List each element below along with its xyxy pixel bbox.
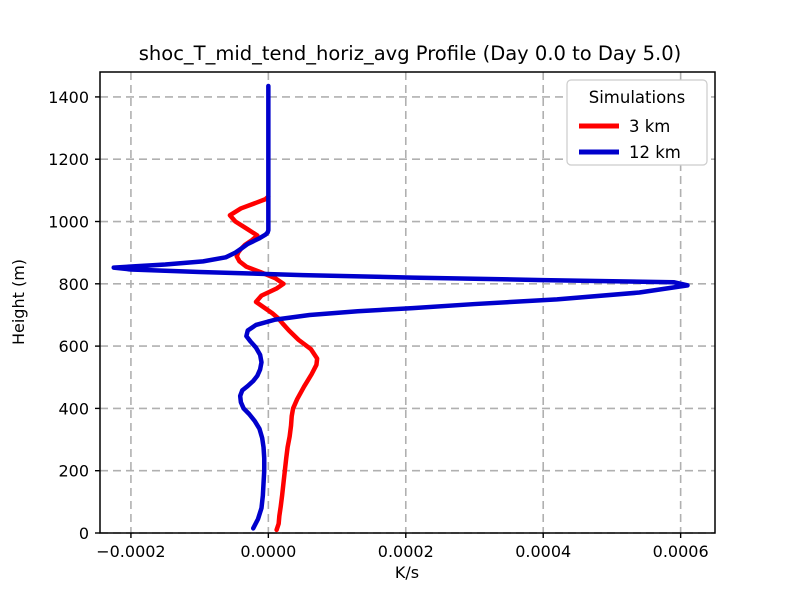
x-tick-label: −0.0002 [96,542,165,561]
x-tick-label: 0.0002 [378,542,434,561]
x-tick-label: 0.0006 [653,542,709,561]
data-series-group [111,83,690,533]
y-tick-label: 200 [58,462,89,481]
legend-box [566,79,708,166]
series-line-3-km [227,194,320,533]
x-tick-label: 0.0004 [515,542,571,561]
legend-title: Simulations [589,88,686,107]
y-tick-label: 1000 [48,213,89,232]
axis-tick-labels: −0.0002 0.0000 0.0002 0.0004 0.0006 0 200 400 60… [48,88,708,561]
legend-label-3-km: 3 km [629,117,670,136]
x-tick-label: 0.0000 [240,542,296,561]
gridlines [100,72,715,534]
axis-ticks [95,96,682,538]
y-axis-label: Height (m) [9,259,28,345]
axes-frame [99,71,716,534]
y-tick-label: 400 [58,399,89,418]
y-tick-label: 1200 [48,150,89,169]
y-tick-label: 600 [58,337,89,356]
series-line-12-km [111,83,690,531]
legend[interactable]: Simulations 3 km 12 km [566,79,708,166]
y-tick-label: 0 [79,524,89,543]
x-axis-label: K/s [395,563,419,582]
y-tick-label: 800 [58,275,89,294]
legend-label-12-km: 12 km [629,143,681,162]
chart-title: shoc_T_mid_tend_horiz_avg Profile (Day 0… [139,42,681,65]
y-tick-label: 1400 [48,88,89,107]
